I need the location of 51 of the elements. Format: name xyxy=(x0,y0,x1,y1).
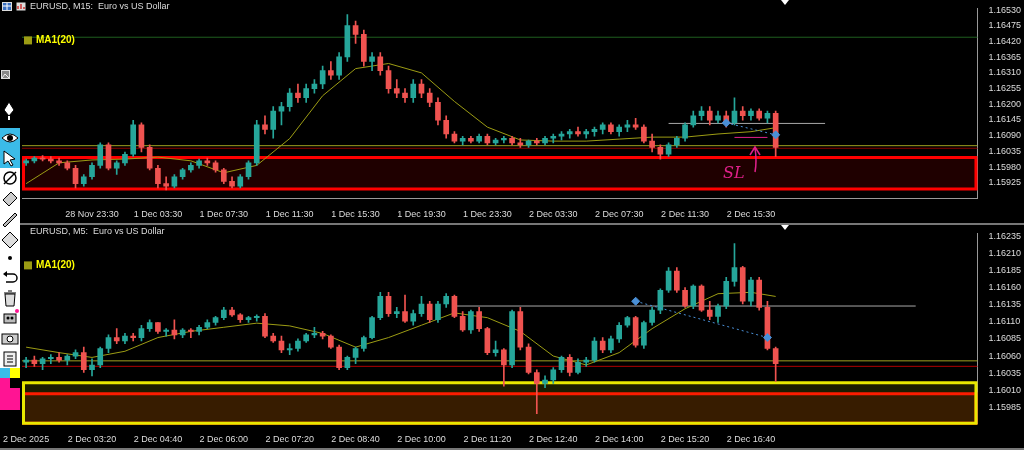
y-tick-label: 1.16010 xyxy=(988,384,1022,395)
y-tick-label: 1.16530 xyxy=(988,4,1022,15)
annotation: SL xyxy=(723,163,745,183)
x-tick-label: 1 Dec 07:30 xyxy=(199,209,249,220)
x-tick-label: 2 Dec 07:30 xyxy=(594,209,644,220)
y-tick-label: 1.15985 xyxy=(988,401,1022,412)
y-tick-label: 1.16365 xyxy=(988,51,1022,62)
x-tick-label: 2 Dec 2025 xyxy=(3,434,50,445)
y-tick-label: 1.16035 xyxy=(988,145,1022,156)
y-tick-label: 1.16210 xyxy=(988,247,1022,258)
y-tick-label: 1.15980 xyxy=(988,161,1022,172)
x-tick-label: 2 Dec 16:40 xyxy=(726,434,776,445)
y-tick-label: 1.16200 xyxy=(988,98,1022,109)
y-tick-label: 1.16255 xyxy=(988,83,1022,94)
y-tick-label: 1.16090 xyxy=(988,130,1022,141)
chart-title: EURUSD, M5: Euro vs US Dollar xyxy=(30,226,165,236)
x-tick-label: 2 Dec 04:40 xyxy=(133,434,183,445)
y-tick-label: 1.16060 xyxy=(988,350,1022,361)
x-tick-label: 2 Dec 07:20 xyxy=(265,434,314,445)
y-tick-label: 1.16145 xyxy=(988,114,1022,125)
x-tick-label: 2 Dec 06:00 xyxy=(199,434,249,445)
x-tick-label: 1 Dec 19:30 xyxy=(397,209,446,220)
x-tick-label: 2 Dec 03:20 xyxy=(67,434,117,445)
chart-title: EURUSD, M15: Euro vs US Dollar xyxy=(30,1,170,11)
x-tick-label: 1 Dec 11:30 xyxy=(265,209,314,220)
y-tick-label: 1.16160 xyxy=(988,282,1022,293)
x-tick-label: 2 Dec 14:00 xyxy=(594,434,644,445)
legend-label: MA1(20) xyxy=(36,259,75,271)
x-tick-label: 2 Dec 11:20 xyxy=(463,434,512,445)
x-tick-label: 2 Dec 10:00 xyxy=(397,434,446,445)
y-tick-label: 1.16185 xyxy=(988,264,1022,275)
y-tick-label: 1.16135 xyxy=(988,299,1022,310)
x-tick-label: 1 Dec 23:30 xyxy=(463,209,512,220)
x-tick-label: 2 Dec 03:30 xyxy=(529,209,578,220)
x-tick-label: 2 Dec 08:40 xyxy=(331,434,380,445)
y-tick-label: 1.16475 xyxy=(988,20,1022,31)
y-tick-label: 1.16420 xyxy=(988,35,1022,46)
legend-label: MA1(20) xyxy=(36,34,75,46)
x-tick-label: 2 Dec 12:40 xyxy=(529,434,578,445)
y-tick-label: 1.16035 xyxy=(988,367,1022,378)
x-tick-label: 2 Dec 11:30 xyxy=(661,209,709,220)
y-tick-label: 1.16235 xyxy=(988,230,1022,241)
y-tick-label: 1.15925 xyxy=(988,177,1022,188)
y-tick-label: 1.16110 xyxy=(988,316,1021,327)
x-tick-label: 1 Dec 03:30 xyxy=(133,209,183,220)
y-tick-label: 1.16085 xyxy=(988,333,1022,344)
y-tick-label: 1.16310 xyxy=(988,67,1022,78)
x-tick-label: 2 Dec 15:30 xyxy=(726,209,776,220)
x-tick-label: 28 Nov 23:30 xyxy=(65,209,119,220)
x-tick-label: 2 Dec 15:20 xyxy=(660,434,710,445)
x-tick-label: 1 Dec 15:30 xyxy=(331,209,380,220)
